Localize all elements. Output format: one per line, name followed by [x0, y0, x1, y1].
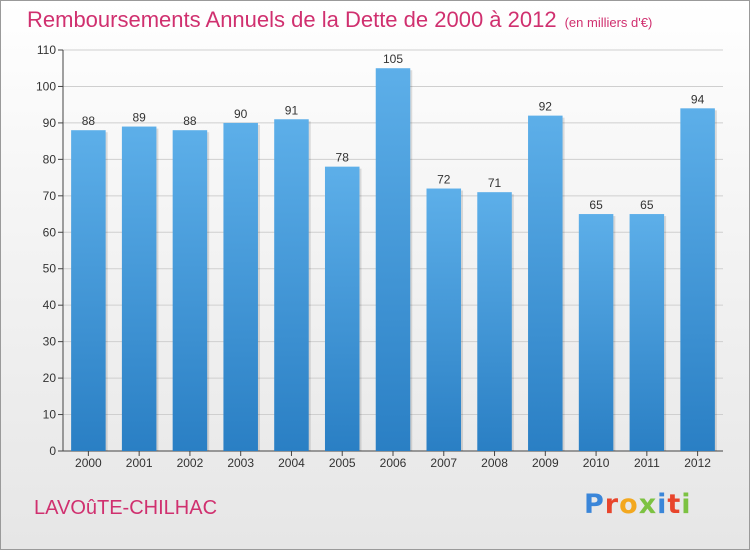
x-tick-label: 2009	[532, 456, 559, 470]
x-tick-label: 2006	[380, 456, 407, 470]
x-tick-label: 2008	[481, 456, 508, 470]
bar-2012	[680, 108, 715, 451]
bar-2000	[71, 130, 106, 451]
bar-value-label: 65	[640, 198, 654, 212]
bar-2006	[375, 68, 411, 452]
bar-2008	[477, 192, 512, 451]
x-tick-label: 2005	[329, 456, 356, 470]
y-tick-label: 100	[36, 79, 56, 93]
logo-letter: o	[619, 489, 639, 520]
bar-value-label: 91	[285, 103, 299, 117]
bar-2009	[528, 115, 563, 452]
bar-2002	[172, 130, 208, 451]
bar-2011	[629, 214, 665, 451]
chart-unit-label: (en milliers d'€)	[564, 15, 653, 30]
proxiti-logo[interactable]: Proxiti	[584, 489, 692, 520]
logo-letter: t	[667, 489, 682, 520]
y-tick-label: 30	[43, 335, 57, 349]
y-tick-label: 50	[43, 262, 57, 276]
bar-value-label: 65	[589, 198, 603, 212]
bar-2001	[121, 126, 157, 452]
chart-title: Remboursements Annuels de la Dette de 20…	[27, 7, 652, 33]
logo-letter: i	[657, 489, 668, 520]
y-tick-label: 70	[43, 189, 57, 203]
x-tick-label: 2010	[583, 456, 610, 470]
x-tick-label: 2000	[75, 456, 102, 470]
bar-value-label: 88	[82, 114, 96, 128]
labels: 0 10 20 30 40 50 60 70 80 90 100 110 88 2000 89 2001 88 2…	[36, 43, 711, 470]
logo-letter: r	[604, 489, 620, 520]
y-tick-label: 110	[37, 43, 56, 57]
bar-value-label: 72	[437, 173, 451, 187]
bar-value-label: 92	[539, 100, 553, 114]
y-tick-label: 90	[43, 116, 57, 130]
logo-letter: x	[638, 489, 658, 520]
bars	[71, 68, 717, 452]
bar-2003	[223, 122, 258, 451]
bar-2010	[578, 214, 614, 451]
bar-2007	[426, 188, 462, 451]
x-tick-label: 2004	[278, 456, 305, 470]
logo-letter: i	[681, 489, 692, 520]
commune-name: LAVOûTE-CHILHAC	[34, 497, 218, 519]
bar-value-label: 94	[691, 92, 705, 106]
logo-letter: P	[584, 489, 605, 520]
bar-value-label: 88	[183, 114, 197, 128]
x-tick-label: 2011	[634, 456, 660, 470]
y-tick-label: 80	[43, 152, 57, 166]
y-tick-label: 40	[43, 298, 57, 312]
bar-value-label: 105	[383, 52, 403, 66]
x-tick-label: 2001	[126, 456, 153, 470]
bar-2004	[274, 119, 309, 451]
chart-title-text: Remboursements Annuels de la Dette de 20…	[27, 7, 557, 32]
bar-value-label: 90	[234, 107, 248, 121]
bar-2005	[324, 166, 360, 451]
y-tick-label: 10	[43, 408, 57, 422]
x-tick-label: 2003	[227, 456, 254, 470]
x-tick-label: 2007	[430, 456, 457, 470]
bar-value-label: 78	[336, 151, 350, 165]
bar-value-label: 89	[132, 111, 146, 125]
x-tick-label: 2002	[177, 456, 204, 470]
x-tick-label: 2012	[684, 456, 711, 470]
y-tick-label: 0	[49, 444, 56, 458]
bar-value-label: 71	[488, 176, 502, 190]
y-tick-label: 20	[43, 371, 57, 385]
y-tick-label: 60	[43, 225, 57, 239]
